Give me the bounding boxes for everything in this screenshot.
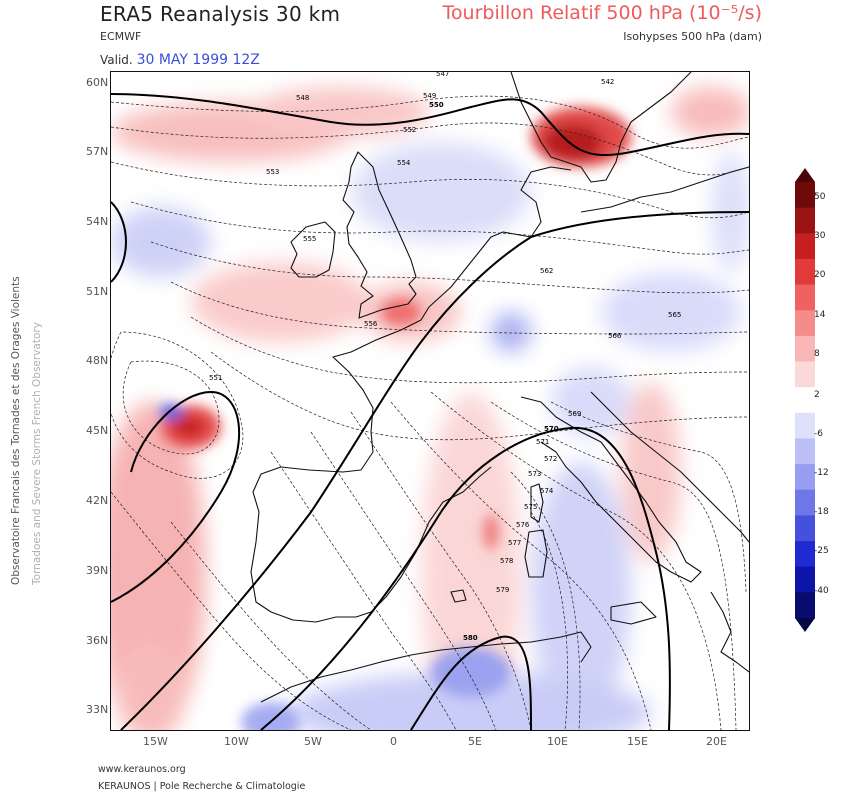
colorbar-swatch [795, 361, 815, 388]
colorbar-bottom-arrow [795, 618, 815, 632]
contour-label: 571 [536, 438, 549, 446]
colorbar-label: 2 [814, 390, 820, 400]
colorbar-swatches [795, 168, 815, 632]
vorticity-map: 550 570 580 542 547 548 549 551 552 553 … [110, 71, 750, 731]
colorbar-label: -6 [814, 429, 823, 439]
contour-label: 556 [364, 320, 378, 328]
contour-label: 573 [528, 470, 541, 478]
colorbar-top-arrow [795, 168, 815, 182]
chart-title: ERA5 Reanalysis 30 km [100, 2, 341, 26]
contour-labels: 550 570 580 542 547 548 549 551 552 553 … [209, 72, 681, 642]
colorbar-label: -18 [814, 507, 829, 517]
colorbar-swatch [795, 258, 815, 286]
colorbar-label: -12 [814, 468, 829, 478]
colorbar-label: 50 [814, 192, 826, 202]
contour-label-570: 570 [544, 425, 559, 433]
colorbar-swatch [795, 438, 815, 465]
contour-label: 562 [540, 267, 553, 275]
contour-label: 574 [540, 487, 554, 495]
contour-label: 566 [608, 332, 622, 340]
colorbar-swatch [795, 182, 815, 209]
model-source: ECMWF [100, 30, 142, 43]
lon-label: 10W [224, 735, 249, 748]
colorbar-swatch [795, 489, 815, 516]
footer-org: KERAUNOS | Pole Recherche & Climatologie [98, 781, 306, 792]
lon-label: 5E [468, 735, 482, 748]
lat-label: 45N [86, 424, 109, 437]
colorbar-swatch [795, 541, 815, 568]
lon-label: 0 [390, 735, 397, 748]
lat-label: 51N [86, 285, 109, 298]
side-text-fr: Observatoire Francais des Tornades et de… [10, 276, 22, 585]
contour-label-550: 550 [429, 101, 444, 109]
contour-label: 555 [303, 235, 316, 243]
map-canvas: 550 570 580 542 547 548 549 551 552 553 … [111, 72, 749, 730]
contour-label: 579 [496, 586, 509, 594]
dashed-isohypses [111, 95, 749, 730]
valid-label: Valid. [100, 53, 133, 67]
lon-label: 15E [627, 735, 648, 748]
lon-label: 15W [143, 735, 168, 748]
lat-label: 42N [86, 494, 109, 507]
lat-label: 54N [86, 215, 109, 228]
lat-label: 48N [86, 354, 109, 367]
contour-label: 554 [397, 159, 411, 167]
contour-label: 549 [423, 92, 436, 100]
colorbar-label: 14 [814, 310, 826, 320]
colorbar-swatch [795, 592, 815, 619]
colorbar-label: -25 [814, 546, 829, 556]
side-text-en: Tornadoes and Severe Storms French Obser… [31, 322, 43, 585]
contour-label: 572 [544, 455, 557, 463]
contour-label: 551 [209, 374, 222, 382]
contour-label: 575 [524, 503, 537, 511]
contour-title: Isohypses 500 hPa (dam) [623, 30, 762, 43]
contour-label: 553 [266, 168, 279, 176]
valid-time: Valid. 30 MAY 1999 12Z [100, 52, 260, 68]
colorbar-label: -40 [814, 586, 829, 596]
lat-label: 36N [86, 634, 109, 647]
colorbar-swatch [795, 310, 815, 337]
lat-label: 39N [86, 564, 109, 577]
coastlines [250, 72, 749, 703]
contour-label: 565 [668, 311, 681, 319]
colorbar-swatch [795, 412, 815, 439]
contour-label: 578 [500, 557, 513, 565]
contour-label: 576 [516, 521, 530, 529]
lat-label: 33N [86, 703, 109, 716]
contour-label: 552 [403, 126, 416, 134]
lat-label: 60N [86, 76, 109, 89]
colorbar-label: 30 [814, 231, 826, 241]
vorticity-shading [111, 87, 749, 730]
contour-label: 548 [296, 94, 309, 102]
colorbar-swatch [795, 566, 815, 593]
contour-label: 569 [568, 410, 581, 418]
colorbar-swatch [795, 515, 815, 542]
contour-label-580: 580 [463, 634, 478, 642]
lon-label: 5W [304, 735, 322, 748]
colorbar-label: 20 [814, 270, 826, 280]
bold-isohypses [111, 93, 749, 730]
colorbar-swatch [795, 335, 815, 363]
contour-label: 542 [601, 78, 614, 86]
colorbar-swatch [795, 284, 815, 311]
colorbar-label: 8 [814, 349, 820, 359]
lon-label: 10E [547, 735, 568, 748]
colorbar-swatch [795, 207, 815, 234]
colorbar-swatch [795, 233, 815, 260]
lat-label: 57N [86, 145, 109, 158]
colorbar-swatch [795, 464, 815, 491]
footer-url: www.keraunos.org [98, 764, 186, 775]
lon-label: 20E [706, 735, 727, 748]
contour-label: 547 [436, 72, 449, 78]
valid-date: 30 MAY 1999 12Z [136, 52, 260, 68]
contour-label: 577 [508, 539, 521, 547]
field-title: Tourbillon Relatif 500 hPa (10⁻⁵/s) [442, 2, 762, 24]
colorbar-swatch [795, 387, 815, 414]
